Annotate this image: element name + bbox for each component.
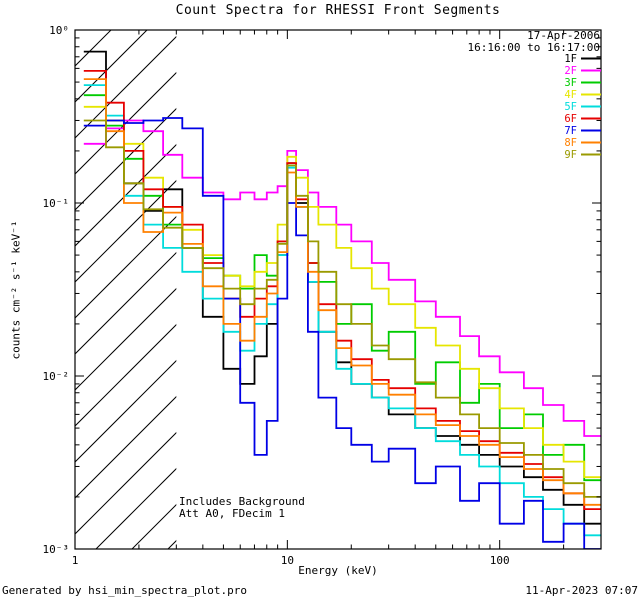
footer-generated-by: Generated by hsi_min_spectra_plot.pro <box>2 584 248 597</box>
legend-label-8F: 8F <box>564 137 577 149</box>
series-line-9F <box>83 119 601 498</box>
legend-label-5F: 5F <box>564 101 577 113</box>
hatch-line <box>75 215 177 319</box>
y-tick-label: 10⁻² <box>43 370 70 383</box>
plot-frame <box>74 29 602 550</box>
observation-time-range: 16:16:00 to 16:17:00 <box>467 41 600 54</box>
series-line-7F <box>83 117 601 549</box>
legend-label-1F: 1F <box>564 53 577 65</box>
y-tick-label: 10⁰ <box>49 24 69 37</box>
legend-label-3F: 3F <box>564 77 577 89</box>
series-line-4F <box>83 105 601 479</box>
hatch-line <box>75 287 177 391</box>
series-line-5F <box>83 84 601 537</box>
hatch-line <box>75 107 177 211</box>
series-line-8F <box>83 78 601 506</box>
x-tick-label: 1 <box>72 554 79 567</box>
annotation-includes-background: Includes Background <box>179 495 305 508</box>
series-group <box>83 50 601 549</box>
observation-date: 17-Apr-2006 <box>527 29 600 42</box>
x-tick-label: 100 <box>490 554 510 567</box>
x-axis-label: Energy (keV) <box>298 564 378 577</box>
x-tick-label: 10 <box>281 554 294 567</box>
y-axis-label: counts cm⁻² s⁻¹ keV⁻¹ <box>9 220 23 360</box>
hatch-line <box>75 395 177 499</box>
hatch-lines-group <box>75 30 177 549</box>
legend-label-9F: 9F <box>564 149 577 161</box>
hatch-line <box>75 251 177 355</box>
annotation-attenuator-state: Att A0, FDecim 1 <box>179 507 285 520</box>
legend-label-2F: 2F <box>564 65 577 77</box>
hatch-line <box>75 71 177 175</box>
legend-label-7F: 7F <box>564 125 577 137</box>
y-tick-label: 10⁻¹ <box>43 197 70 210</box>
y-tick-label: 10⁻³ <box>43 543 70 556</box>
chart-title: Count Spectra for RHESSI Front Segments <box>175 3 501 18</box>
hatch-line <box>95 467 177 549</box>
footer-generated-datetime: 11-Apr-2023 07:07 <box>525 584 638 597</box>
legend-label-6F: 6F <box>564 113 577 125</box>
ticks-group <box>74 29 601 550</box>
series-line-2F <box>83 119 601 437</box>
hatch-line <box>75 431 177 535</box>
legend-label-4F: 4F <box>564 89 577 101</box>
hatch-line <box>75 35 177 139</box>
